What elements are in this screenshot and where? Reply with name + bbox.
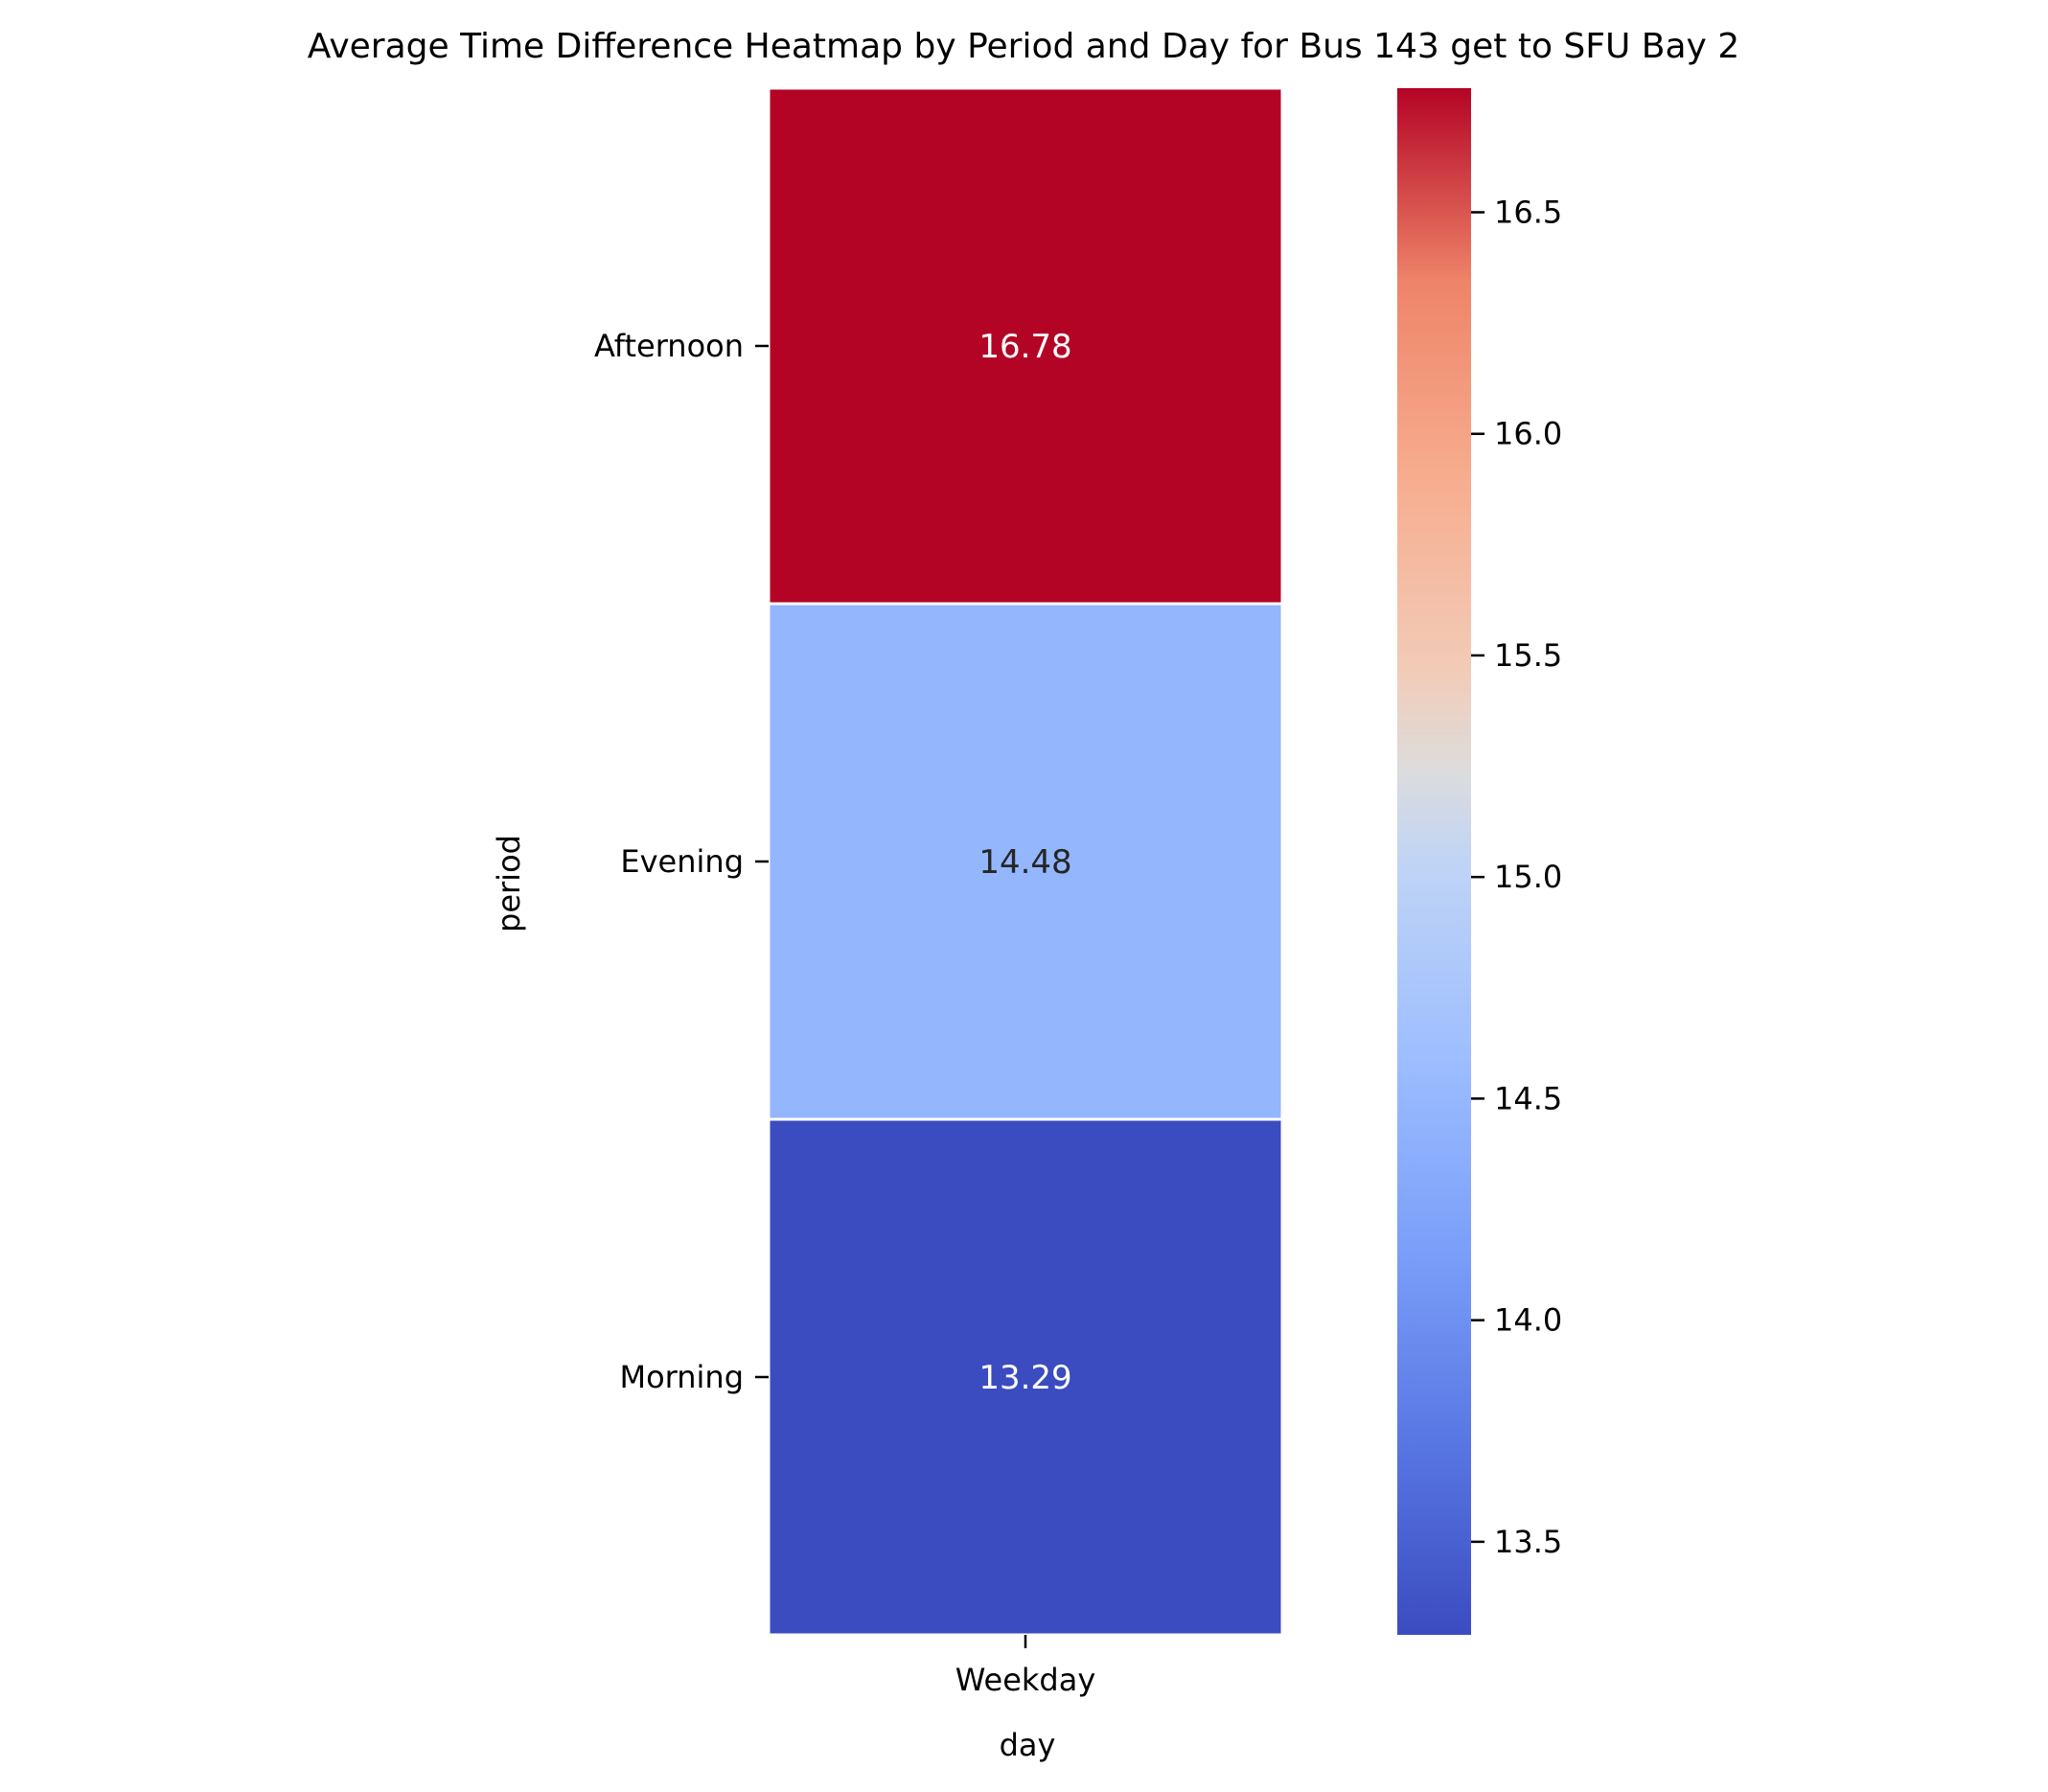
x-tick-label: Weekday — [955, 1662, 1096, 1698]
cell-value-label: 13.29 — [978, 1359, 1071, 1397]
cell-value-label: 14.48 — [978, 843, 1071, 882]
heatmap-cell-labels: 16.78 14.48 13.29 — [978, 328, 1071, 1397]
x-axis-label: day — [1000, 1727, 1056, 1763]
y-tick-label: Evening — [620, 843, 744, 880]
colorbar-tick-label: 16.5 — [1494, 194, 1562, 230]
x-axis-ticks: Weekday — [955, 1635, 1096, 1698]
colorbar-tick-label: 15.5 — [1494, 637, 1562, 674]
colorbar-gradient — [1397, 88, 1471, 1635]
heatmap-cell-evening-weekday — [767, 602, 1284, 1121]
y-axis-label: period — [491, 835, 527, 932]
heatmap-cell-afternoon-weekday — [767, 86, 1284, 606]
colorbar-tick-label: 14.0 — [1494, 1302, 1562, 1339]
y-tick-label: Morning — [619, 1359, 744, 1395]
colorbar-tick-label: 14.5 — [1494, 1080, 1562, 1116]
colorbar-tick-label: 13.5 — [1494, 1524, 1562, 1560]
colorbar-tick-label: 15.0 — [1494, 859, 1562, 895]
colorbar-ticks: 13.5 14.0 14.5 15.0 15.5 16.0 16.5 — [1471, 194, 1562, 1560]
colorbar: 13.5 14.0 14.5 15.0 15.5 16.0 16.5 — [1397, 88, 1562, 1635]
colorbar-tick-label: 16.0 — [1494, 416, 1562, 452]
heatmap-cell-morning-weekday — [767, 1117, 1284, 1637]
y-axis-ticks: Afternoon Evening Morning — [594, 328, 769, 1395]
cell-value-label: 16.78 — [978, 328, 1071, 366]
y-tick-label: Afternoon — [594, 328, 744, 364]
heatmap-cells — [767, 86, 1284, 1637]
chart-title: Average Time Difference Heatmap by Perio… — [308, 27, 1739, 66]
